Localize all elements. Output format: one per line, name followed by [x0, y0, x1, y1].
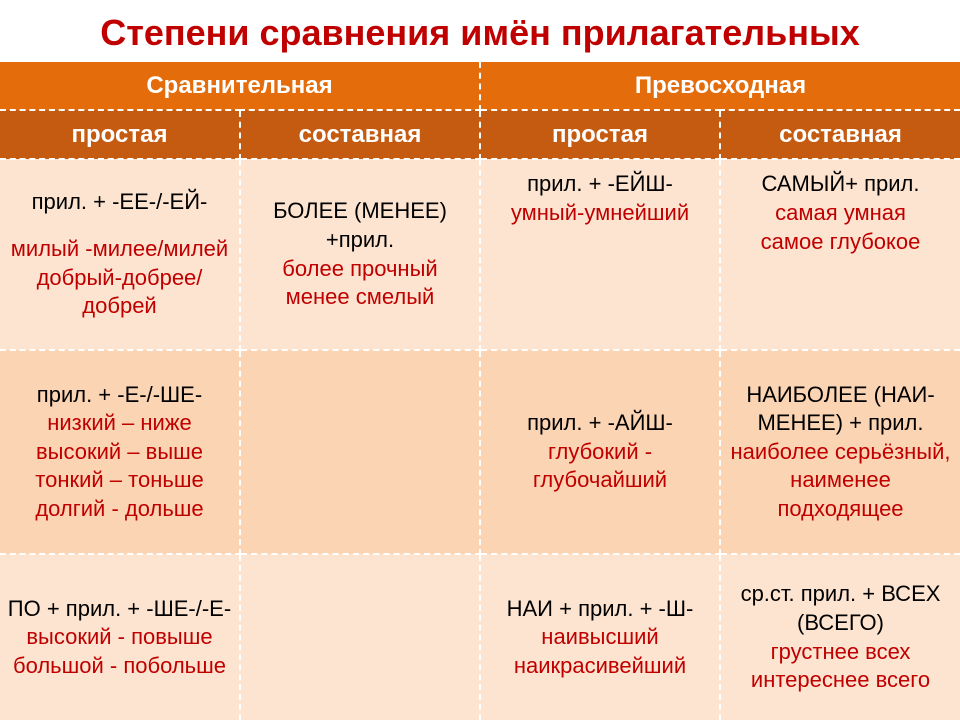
cell-r2c3: прил. + -АЙШ- глубокий - глубочайший [480, 350, 720, 554]
cell-text: прил. + -Е-/-ШЕ- [4, 381, 235, 410]
header-simple-2: простая [480, 110, 720, 159]
cell-r2c1: прил. + -Е-/-ШЕ- низкий – ниже высокий –… [0, 350, 240, 554]
cell-text: добрый-добрее/добрей [4, 264, 235, 321]
cell-text: НАИБОЛЕЕ (НАИ-МЕНЕЕ) + прил. [725, 381, 956, 438]
cell-text: низкий – ниже [4, 409, 235, 438]
cell-r3c3: НАИ + прил. + -Ш- наивысший наикрасивейш… [480, 554, 720, 720]
cell-text: наивысший [485, 623, 715, 652]
cell-r2c4: НАИБОЛЕЕ (НАИ-МЕНЕЕ) + прил. наиболее се… [720, 350, 960, 554]
table-row: прил. + -ЕЕ-/-ЕЙ- милый -милее/милей доб… [0, 159, 960, 350]
cell-text: долгий - дольше [4, 495, 235, 524]
header-superlative: Превосходная [480, 62, 960, 110]
cell-text: наименее подходящее [725, 466, 956, 523]
table-row: прил. + -Е-/-ШЕ- низкий – ниже высокий –… [0, 350, 960, 554]
cell-text: менее смелый [245, 283, 475, 312]
cell-r1c2: БОЛЕЕ (МЕНЕЕ) +прил. более прочный менее… [240, 159, 480, 350]
cell-r3c1: ПО + прил. + -ШЕ-/-Е- высокий - повыше б… [0, 554, 240, 720]
header-compound-2: составная [720, 110, 960, 159]
cell-text: прил. + -ЕЕ-/-ЕЙ- [4, 188, 235, 217]
cell-text: ПО + прил. + -ШЕ-/-Е- [4, 595, 235, 624]
cell-r3c2-empty [240, 554, 480, 720]
cell-text: умный-умнейший [485, 199, 715, 228]
cell-text: глубокий - глубочайший [485, 438, 715, 495]
cell-r2c2-empty [240, 350, 480, 554]
table-row: ПО + прил. + -ШЕ-/-Е- высокий - повыше б… [0, 554, 960, 720]
page-title: Степени сравнения имён прилагательных [0, 0, 960, 62]
cell-r1c4: САМЫЙ+ прил. самая умная самое глубокое [720, 159, 960, 350]
cell-text: наикрасивейший [485, 652, 715, 681]
cell-text: милый -милее/милей [4, 235, 235, 264]
header-compound-1: составная [240, 110, 480, 159]
cell-text: тонкий – тоньше [4, 466, 235, 495]
header-comparative: Сравнительная [0, 62, 480, 110]
cell-text: БОЛЕЕ (МЕНЕЕ) +прил. [245, 197, 475, 254]
cell-text: ср.ст. прил. + ВСЕХ (ВСЕГО) [725, 580, 956, 637]
cell-text: большой - побольше [4, 652, 235, 681]
header-simple-1: простая [0, 110, 240, 159]
cell-text: прил. + -ЕЙШ- [485, 170, 715, 199]
cell-text: САМЫЙ+ прил. [725, 170, 956, 199]
cell-text: наиболее серьёзный, [725, 438, 956, 467]
cell-text: высокий – выше [4, 438, 235, 467]
cell-r3c4: ср.ст. прил. + ВСЕХ (ВСЕГО) грустнее все… [720, 554, 960, 720]
cell-text: прил. + -АЙШ- [485, 409, 715, 438]
header-row-1: Сравнительная Превосходная [0, 62, 960, 110]
cell-r1c1: прил. + -ЕЕ-/-ЕЙ- милый -милее/милей доб… [0, 159, 240, 350]
header-row-2: простая составная простая составная [0, 110, 960, 159]
cell-text: НАИ + прил. + -Ш- [485, 595, 715, 624]
cell-text: более прочный [245, 255, 475, 284]
cell-text: грустнее всех [725, 638, 956, 667]
comparison-table: Сравнительная Превосходная простая соста… [0, 62, 960, 720]
cell-text: самая умная [725, 199, 956, 228]
cell-r1c3: прил. + -ЕЙШ- умный-умнейший [480, 159, 720, 350]
cell-text: интереснее всего [725, 666, 956, 695]
cell-text: самое глубокое [725, 228, 956, 257]
cell-text: высокий - повыше [4, 623, 235, 652]
